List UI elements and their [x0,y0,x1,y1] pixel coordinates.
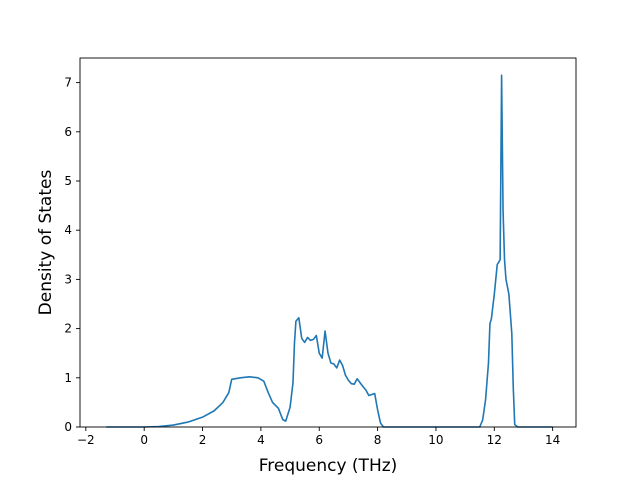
y-tick-label: 6 [64,125,72,139]
y-tick-label: 1 [64,371,72,385]
x-tick-label: 14 [545,433,560,447]
x-tick-label: 12 [487,433,502,447]
y-axis-label: Density of States [36,170,56,316]
x-tick-label: 2 [199,433,207,447]
y-tick-label: 2 [64,322,72,336]
x-tick-label: 0 [140,433,148,447]
y-tick-label: 5 [64,174,72,188]
x-tick-label: 6 [315,433,323,447]
y-tick-label: 0 [64,420,72,434]
x-tick-label: 4 [257,433,265,447]
x-tick-label: 10 [428,433,443,447]
y-axis-ticks: 0 1 2 3 4 5 6 7 [64,76,80,434]
series-layer [106,74,553,428]
x-tick-label: 8 [374,433,382,447]
x-axis-label: Frequency (THz) [259,456,398,476]
plot-frame [79,57,577,428]
series-line-0 [106,74,553,428]
y-tick-label: 7 [64,76,72,90]
y-tick-label: 3 [64,272,72,286]
y-tick-label: 4 [64,223,72,237]
x-tick-label: −2 [77,433,95,447]
plot-area [80,58,576,427]
x-axis-ticks: −2 0 2 4 6 8 10 12 14 [77,427,560,447]
